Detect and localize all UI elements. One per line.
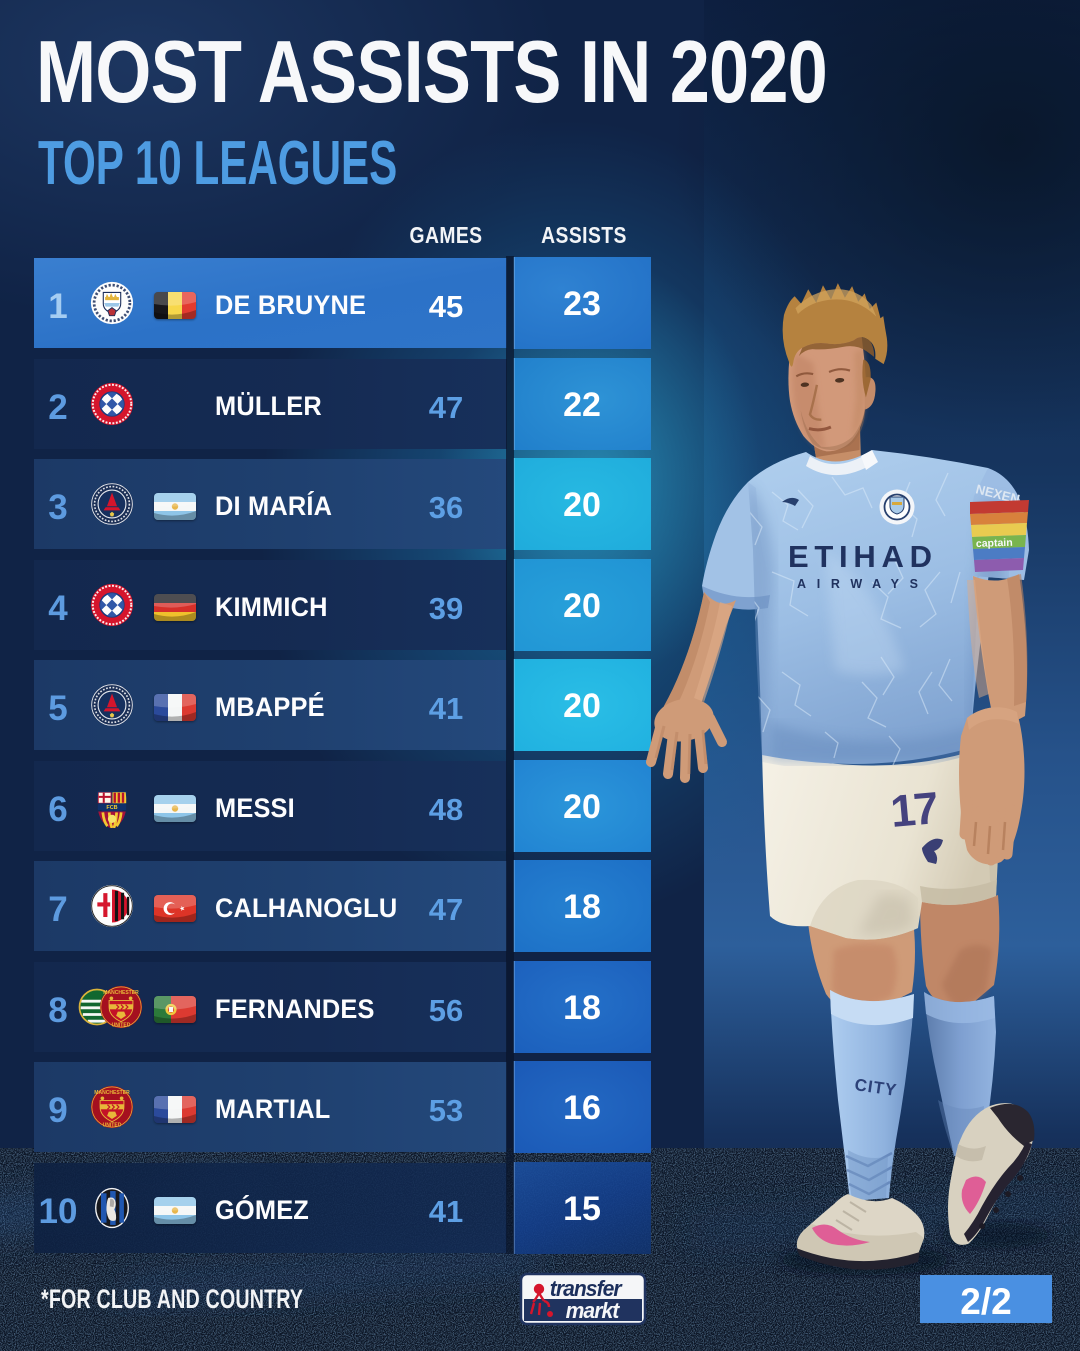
svg-text:17: 17 (888, 782, 940, 837)
svg-text:markt: markt (566, 1298, 620, 1324)
svg-text:transfer: transfer (550, 1276, 623, 1302)
svg-text:FCB: FCB (106, 805, 117, 811)
svg-text:captain: captain (976, 537, 1013, 550)
svg-text:UNITED: UNITED (112, 1022, 131, 1028)
svg-text:MANCHESTER: MANCHESTER (94, 1090, 130, 1096)
svg-text:MANCHESTER: MANCHESTER (103, 990, 139, 996)
svg-text:UNITED: UNITED (103, 1122, 122, 1128)
